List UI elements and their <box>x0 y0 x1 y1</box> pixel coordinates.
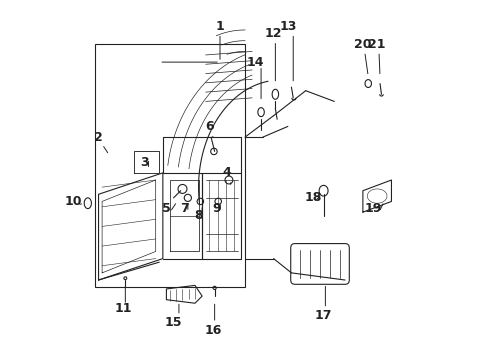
Text: 13: 13 <box>279 20 296 33</box>
Text: 12: 12 <box>265 27 282 40</box>
Text: 16: 16 <box>204 324 221 337</box>
Text: 6: 6 <box>205 120 214 133</box>
Text: 20: 20 <box>354 38 371 51</box>
Text: 3: 3 <box>141 156 149 168</box>
Text: 19: 19 <box>365 202 382 215</box>
Text: 4: 4 <box>223 166 231 179</box>
Text: 14: 14 <box>247 55 265 69</box>
Text: 21: 21 <box>368 38 386 51</box>
Text: 5: 5 <box>162 202 171 215</box>
Text: 10: 10 <box>65 195 82 208</box>
FancyBboxPatch shape <box>291 244 349 284</box>
Text: 17: 17 <box>315 309 332 322</box>
Text: 2: 2 <box>94 131 103 144</box>
Text: 1: 1 <box>216 20 224 33</box>
Text: 15: 15 <box>165 316 182 329</box>
Text: 8: 8 <box>194 209 203 222</box>
Text: 18: 18 <box>304 192 321 204</box>
Bar <box>95 44 245 287</box>
Text: 7: 7 <box>180 202 189 215</box>
Text: 11: 11 <box>115 302 132 315</box>
Text: 9: 9 <box>212 202 220 215</box>
